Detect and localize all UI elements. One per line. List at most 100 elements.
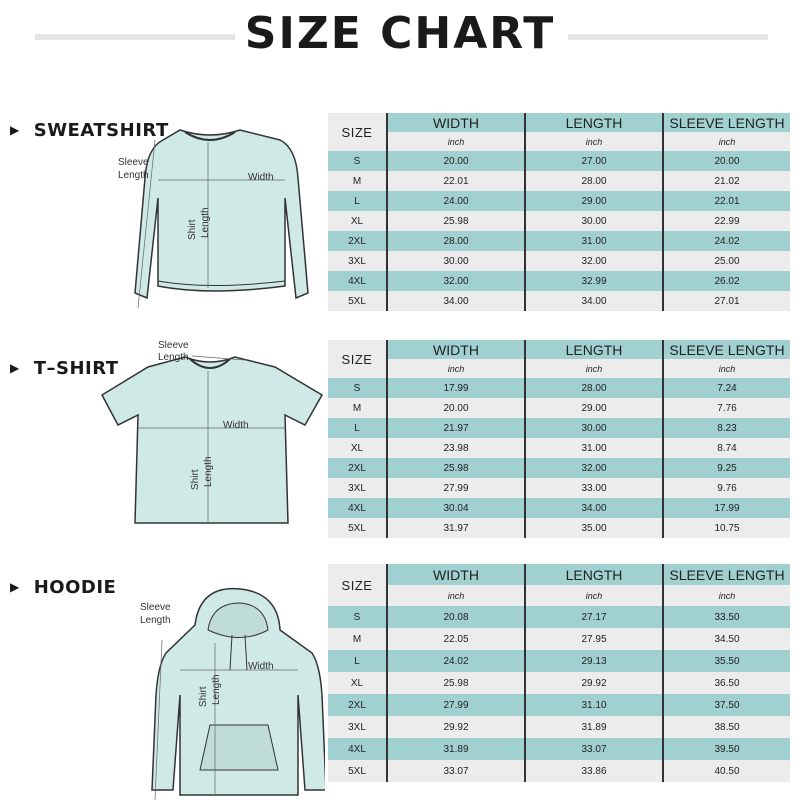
sleeve-length-cell: 8.23 [662,418,790,438]
size-cell: M [352,633,362,645]
triangle-icon: ▶ [10,361,20,375]
width-unit: inch [388,585,524,606]
size-cell: 4XL [348,743,366,755]
length-cell: 27.17 [524,606,662,628]
width-cell: 25.98 [386,211,524,231]
length-header-label: LENGTH [526,564,662,585]
width-cell: 33.07 [386,760,524,782]
table-row: 4XL 32.00 32.99 26.02 [328,271,790,291]
length-cell: 29.00 [524,191,662,211]
section-label-tshirt: ▶ T–SHIRT [10,358,119,379]
width-cell: 31.89 [386,738,524,760]
length-cell: 27.00 [524,151,662,171]
size-cell: S [353,611,361,623]
width-cell: 28.00 [386,231,524,251]
width-cell: 32.00 [386,271,524,291]
width-unit: inch [388,132,524,151]
sleeve-length-cell: 33.50 [662,606,790,628]
size-cell: 5XL [348,295,366,307]
sleeve-header: SLEEVE LENGTH inch [662,113,790,151]
length-header: LENGTH inch [524,113,662,151]
length-cell: 28.00 [524,171,662,191]
size-cell: S [353,155,361,167]
width-unit: inch [388,359,524,378]
table-row: XL 25.98 29.92 36.50 [328,672,790,694]
sleeve-length-cell: 36.50 [662,672,790,694]
sleeve-length-cell: 22.01 [662,191,790,211]
sleeve-label: Sleeve [140,602,171,613]
sleeve-header-label: SLEEVE LENGTH [664,340,790,359]
table-row: 4XL 30.04 34.00 17.99 [328,498,790,518]
table-row: L 21.97 30.00 8.23 [328,418,790,438]
triangle-icon: ▶ [10,123,20,137]
table-row: M 20.00 29.00 7.76 [328,398,790,418]
size-cell: M [352,402,362,414]
tshirt-diagram: Sleeve Length Width Shirt Length [101,340,324,524]
title-rule-left [35,34,235,40]
length-cell: 35.00 [524,518,662,538]
length-cell: 27.95 [524,628,662,650]
sleeve-header-label: SLEEVE LENGTH [664,113,790,132]
width-cell: 25.98 [386,458,524,478]
length-header: LENGTH inch [524,340,662,378]
width-cell: 20.08 [386,606,524,628]
width-header-label: WIDTH [388,564,524,585]
width-cell: 34.00 [386,291,524,311]
sleeve-length-cell: 27.01 [662,291,790,311]
length-unit: inch [526,585,662,606]
length-cell: 31.10 [524,694,662,716]
size-cell: XL [350,215,364,227]
sleeve-length-cell: 10.75 [662,518,790,538]
hoodie-diagram: Sleeve Length Width Shirt Length [140,587,325,800]
length-unit: inch [526,132,662,151]
width-cell: 21.97 [386,418,524,438]
length-cell: 33.07 [524,738,662,760]
width-header: WIDTH inch [386,564,524,606]
sleeve-unit: inch [664,585,790,606]
section-label-sweatshirt: ▶ SWEATSHIRT [10,120,169,141]
table-row: 4XL 31.89 33.07 39.50 [328,738,790,760]
length-cell: 33.00 [524,478,662,498]
size-cell: S [353,382,361,394]
title-rule-right [568,34,768,40]
sleeve-length-cell: 8.74 [662,438,790,458]
table-row: S 17.99 28.00 7.24 [328,378,790,398]
table-row: L 24.00 29.00 22.01 [328,191,790,211]
length-cell: 29.92 [524,672,662,694]
table-row: 3XL 29.92 31.89 38.50 [328,716,790,738]
length-cell: 28.00 [524,378,662,398]
table-row: XL 23.98 31.00 8.74 [328,438,790,458]
length-label: Length [203,456,214,487]
width-cell: 20.00 [386,398,524,418]
table-row: 2XL 28.00 31.00 24.02 [328,231,790,251]
table-row: 5XL 34.00 34.00 27.01 [328,291,790,311]
width-label: Width [223,420,249,431]
size-cell: M [352,175,362,187]
length-cell: 31.00 [524,231,662,251]
size-cell: 4XL [348,275,366,287]
size-cell: 3XL [348,721,366,733]
sleeve-length-label: Length [158,352,189,363]
width-cell: 20.00 [386,151,524,171]
length-cell: 31.00 [524,438,662,458]
sleeve-header: SLEEVE LENGTH inch [662,340,790,378]
length-cell: 30.00 [524,418,662,438]
table-row: 5XL 33.07 33.86 40.50 [328,760,790,782]
table-row: L 24.02 29.13 35.50 [328,650,790,672]
width-label: Width [248,172,274,183]
sleeve-length-cell: 21.02 [662,171,790,191]
sleeve-length-cell: 9.25 [662,458,790,478]
length-cell: 31.89 [524,716,662,738]
size-cell: 5XL [348,522,366,534]
hoodie-size-table: SIZE WIDTH inch LENGTH inch SLEEVE LENGT… [328,564,790,782]
length-cell: 32.00 [524,251,662,271]
length-header: LENGTH inch [524,564,662,606]
size-header: SIZE [328,340,386,378]
sleeve-length-cell: 25.00 [662,251,790,271]
table-row: M 22.05 27.95 34.50 [328,628,790,650]
size-cell: XL [350,442,364,454]
shirt-label: Shirt [190,469,201,490]
width-cell: 22.01 [386,171,524,191]
table-header: SIZE WIDTH inch LENGTH inch SLEEVE LENGT… [328,340,790,378]
sleeve-length-label: Length [140,615,171,626]
